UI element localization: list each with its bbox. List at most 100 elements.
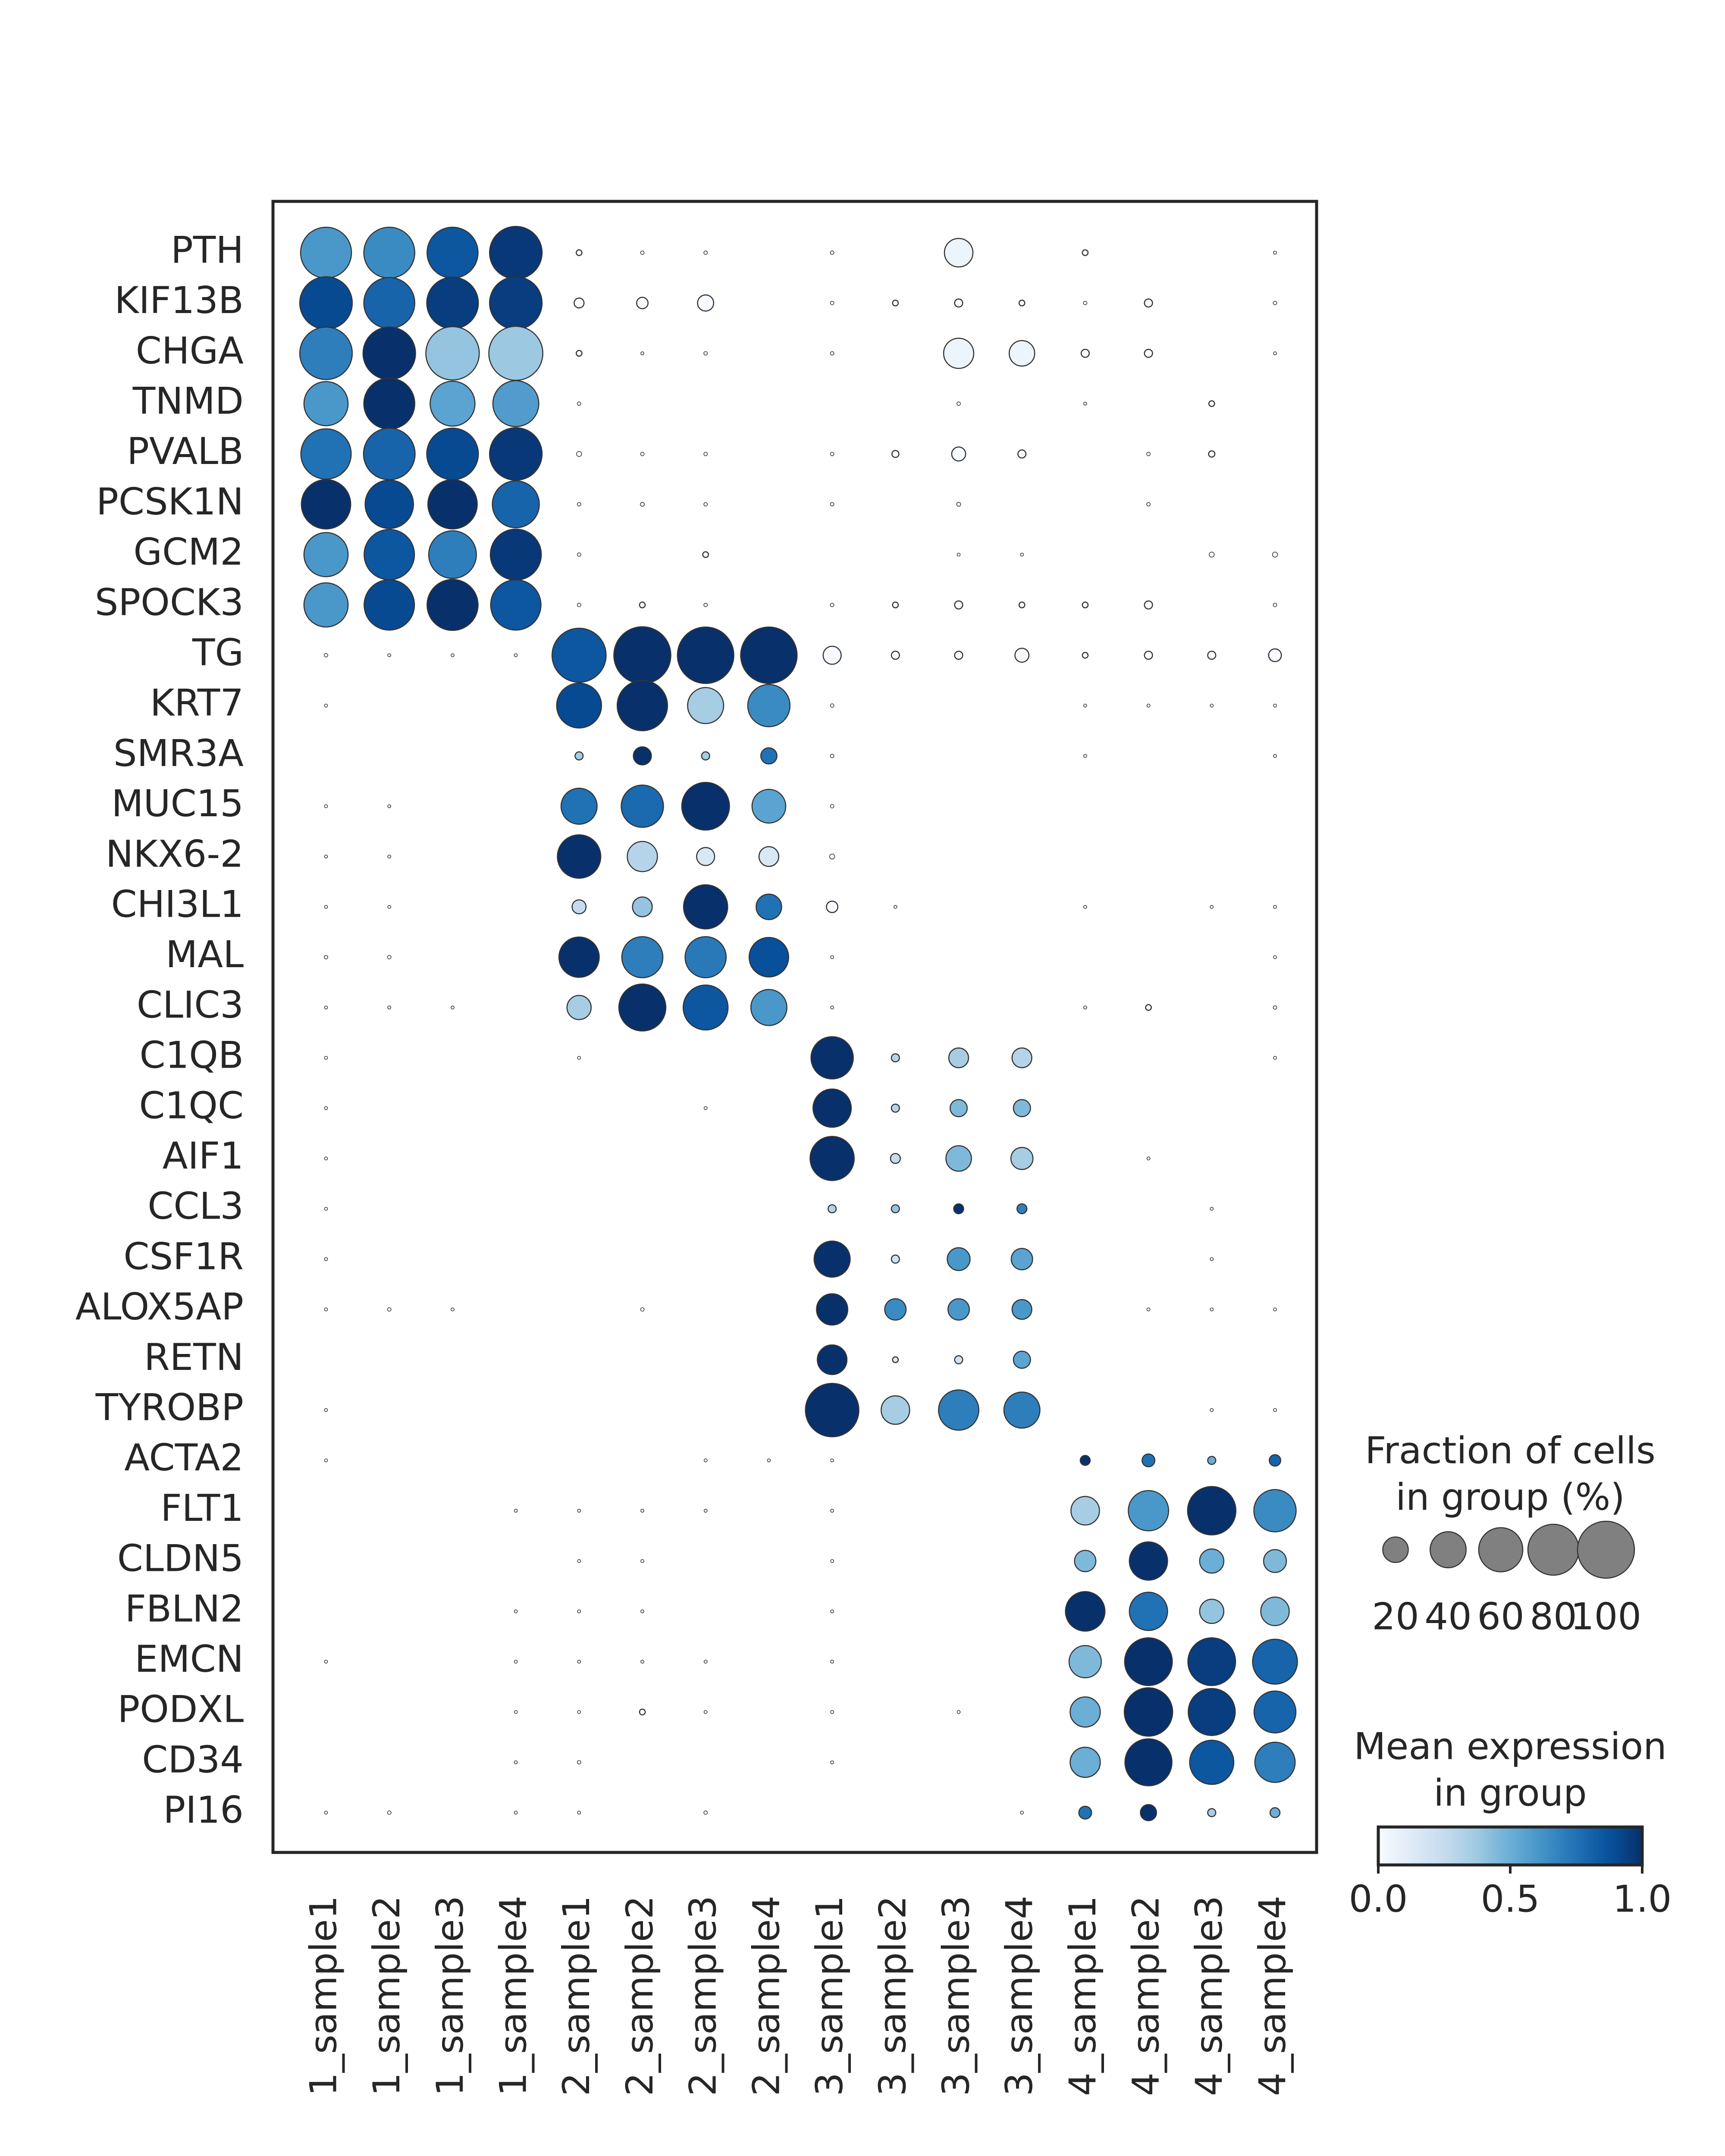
dot-TG-3_sample1 [822,646,842,665]
dot-PCSK1N-1_sample2 [364,479,414,529]
dot-CD34-2_sample1 [577,1760,581,1764]
dot-CHGA-3_sample3 [943,338,975,369]
dot-ALOX5AP-4_sample4 [1273,1307,1277,1312]
dot-NKX6-2-1_sample1 [324,855,328,859]
dot-FLT1-3_sample1 [830,1509,834,1513]
dot-CCL3-3_sample2 [891,1204,900,1213]
dot-EMCN-1_sample1 [324,1660,328,1664]
dot-PCSK1N-3_sample3 [956,502,961,507]
gene-label-SPOCK3: SPOCK3 [95,581,244,624]
dot-SPOCK3-4_sample2 [1144,600,1153,610]
size-legend-title-line1: Fraction of cells [1365,1429,1656,1472]
dot-MAL-2_sample4 [748,937,789,978]
size-legend-dot-20 [1382,1536,1409,1563]
gene-label-MAL: MAL [166,933,244,976]
dot-PTH-2_sample3 [703,251,708,255]
gene-label-FLT1: FLT1 [160,1487,244,1530]
dot-KIF13B-1_sample2 [363,277,415,329]
dot-CHGA-4_sample4 [1273,351,1277,355]
dot-PODXL-3_sample1 [830,1710,834,1714]
dot-CD34-4_sample2 [1124,1738,1173,1786]
dot-PVALB-1_sample3 [426,427,479,480]
dot-CLDN5-4_sample1 [1074,1550,1097,1573]
dot-GCM2-2_sample1 [577,552,581,557]
dot-MAL-1_sample2 [387,955,392,959]
dot-KIF13B-4_sample1 [1083,301,1088,305]
sample-label-3_sample3: 3_sample3 [935,1896,978,2096]
dot-CCL3-1_sample1 [324,1206,328,1211]
dot-FBLN2-4_sample4 [1260,1596,1290,1626]
dot-CLIC3-2_sample3 [682,984,729,1031]
dot-PODXL-4_sample2 [1123,1687,1173,1737]
sample-label-3_sample4: 3_sample4 [998,1896,1041,2096]
dot-CHGA-3_sample1 [830,351,834,356]
dot-PI16-1_sample4 [514,1811,518,1815]
dot-C1QC-1_sample1 [324,1106,328,1110]
dot-PI16-4_sample2 [1140,1804,1157,1821]
dot-CHI3L1-1_sample2 [387,905,392,909]
sample-label-4_sample2: 4_sample2 [1125,1896,1168,2096]
dot-KRT7-4_sample4 [1273,703,1277,708]
dot-TYROBP-3_sample3 [938,1389,979,1431]
dot-KIF13B-1_sample4 [489,276,543,330]
dot-ALOX5AP-3_sample1 [816,1293,848,1326]
color-legend-title-line1: Mean expression [1354,1725,1667,1768]
dot-PCSK1N-1_sample1 [301,479,351,530]
dot-FBLN2-2_sample2 [640,1609,644,1614]
dot-TG-2_sample1 [551,627,607,683]
colorbar-label-0.0: 0.0 [1349,1877,1408,1921]
dot-PTH-4_sample1 [1082,249,1089,256]
dot-CLIC3-4_sample1 [1083,1006,1087,1009]
dot-PVALB-4_sample2 [1146,451,1151,456]
gene-label-GCM2: GCM2 [133,531,244,574]
dot-GCM2-3_sample4 [1020,552,1024,557]
dot-MUC15-2_sample3 [681,782,730,831]
dot-FBLN2-1_sample4 [514,1609,518,1614]
dot-PCSK1N-1_sample3 [427,479,478,530]
dot-GCM2-4_sample3 [1209,552,1215,558]
gene-label-CHI3L1: CHI3L1 [111,883,244,926]
colorbar [1377,1825,1644,1867]
dot-CCL3-3_sample4 [1016,1203,1028,1214]
dot-FBLN2-4_sample1 [1065,1591,1106,1632]
gene-label-PVALB: PVALB [127,430,244,473]
gene-label-CCL3: CCL3 [147,1185,244,1228]
dot-CCL3-3_sample1 [828,1204,837,1213]
dot-PI16-4_sample1 [1078,1805,1092,1820]
sample-labels: 1_sample1 1_sample2 1_sample3 1_sample4 2_sa… [302,1896,1294,2096]
dot-PTH-2_sample2 [640,251,645,255]
dot-PVALB-2_sample2 [640,451,645,456]
dot-CLDN5-2_sample1 [577,1559,581,1563]
dot-TYROBP-3_sample2 [881,1395,910,1425]
dot-PI16-4_sample3 [1207,1808,1217,1818]
dot-KIF13B-3_sample3 [954,298,963,308]
dot-TNMD-4_sample1 [1083,401,1087,406]
dot-PODXL-3_sample3 [957,1710,961,1714]
size-legend-dot-60 [1478,1527,1524,1573]
dot-PODXL-4_sample4 [1253,1690,1297,1734]
dot-ALOX5AP-1_sample3 [451,1307,455,1312]
dot-PCSK1N-2_sample3 [703,502,708,507]
sample-label-2_sample3: 2_sample3 [682,1896,725,2096]
dot-CSF1R-1_sample1 [324,1257,328,1261]
sample-label-1_sample2: 1_sample2 [365,1896,408,2096]
dot-TG-4_sample4 [1268,648,1282,662]
dot-MAL-2_sample3 [684,936,727,978]
sample-label-3_sample2: 3_sample2 [872,1896,915,2096]
dot-CHI3L1-3_sample1 [826,900,839,913]
dot-GCM2-3_sample3 [957,552,961,557]
gene-label-SMR3A: SMR3A [113,732,244,775]
sample-label-3_sample1: 3_sample1 [808,1896,851,2096]
dot-SPOCK3-1_sample2 [364,579,415,631]
dot-CHI3L1-2_sample1 [571,899,587,915]
dot-CHGA-2_sample1 [575,350,583,357]
sample-label-1_sample3: 1_sample3 [429,1896,472,2096]
dot-C1QB-3_sample4 [1011,1047,1032,1069]
dot-AIF1-3_sample4 [1010,1147,1034,1170]
dot-MAL-2_sample2 [621,936,664,978]
dot-PI16-1_sample1 [324,1811,328,1815]
dot-ALOX5AP-2_sample2 [640,1307,645,1312]
dot-C1QB-3_sample3 [948,1047,969,1069]
dot-EMCN-4_sample4 [1252,1639,1298,1685]
colorbar-label-0.5: 0.5 [1481,1877,1540,1921]
